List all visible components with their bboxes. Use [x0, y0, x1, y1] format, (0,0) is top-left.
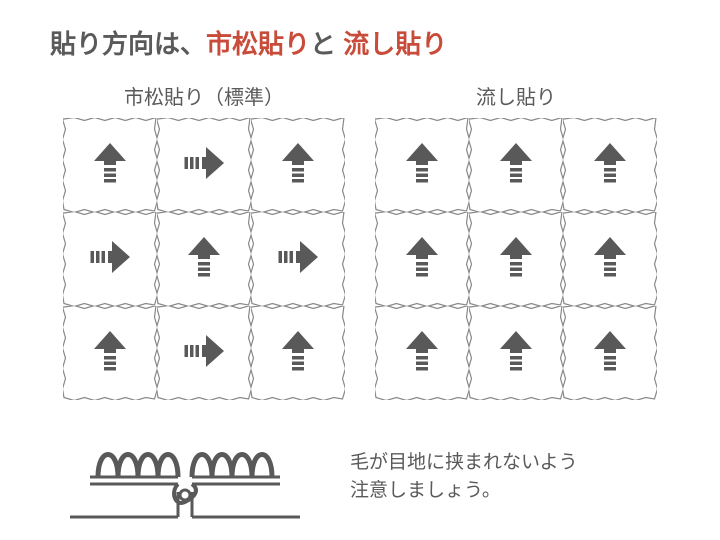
tile: [375, 306, 469, 400]
bottom-row: 毛が目地に挟まれないよう 注意しましょう。: [40, 422, 680, 532]
tile: [251, 212, 345, 306]
arrow-up-icon: [494, 235, 538, 284]
tile: [251, 118, 345, 212]
tile: [251, 306, 345, 400]
arrow-up-icon: [276, 329, 320, 378]
arrow-up-icon: [588, 141, 632, 190]
tile: [375, 212, 469, 306]
arrow-right-icon: [182, 329, 226, 378]
tile: [563, 306, 657, 400]
tile: [157, 306, 251, 400]
arrow-up-icon: [494, 329, 538, 378]
arrow-up-icon: [400, 141, 444, 190]
title-pattern1: 市松貼り: [206, 29, 310, 59]
title-pattern2: 流し貼り: [343, 29, 447, 59]
tile: [157, 118, 251, 212]
grid-left: [63, 118, 345, 400]
tile: [563, 118, 657, 212]
arrow-up-icon: [588, 235, 632, 284]
arrow-up-icon: [88, 329, 132, 378]
tile: [63, 306, 157, 400]
arrow-right-icon: [276, 235, 320, 284]
tile: [469, 212, 563, 306]
arrow-up-icon: [588, 329, 632, 378]
arrow-right-icon: [88, 235, 132, 284]
arrow-up-icon: [88, 141, 132, 190]
caution-line2: 注意しましょう。: [350, 480, 501, 501]
arrow-right-icon: [182, 141, 226, 190]
title-prefix: 貼り方向は、: [50, 29, 206, 59]
tile: [63, 212, 157, 306]
arrow-up-icon: [182, 235, 226, 284]
grid-right: [375, 118, 657, 400]
caution-line1: 毛が目地に挟まれないよう: [350, 452, 578, 473]
arrow-up-icon: [400, 329, 444, 378]
main-title: 貼り方向は、市松貼りと 流し貼り: [50, 24, 680, 61]
title-connector: と: [310, 29, 336, 59]
tile: [563, 212, 657, 306]
grid-block-left: 市松貼り（標準）: [63, 81, 345, 400]
grid-block-right: 流し貼り: [375, 81, 657, 400]
grid-left-label: 市松貼り（標準）: [63, 81, 345, 110]
caution-text: 毛が目地に挟まれないよう 注意しましょう。: [350, 449, 578, 506]
pile-diagram: [60, 422, 310, 532]
tile: [469, 306, 563, 400]
tile: [469, 118, 563, 212]
arrow-up-icon: [276, 141, 320, 190]
tile: [375, 118, 469, 212]
tile: [63, 118, 157, 212]
arrow-up-icon: [400, 235, 444, 284]
tile: [157, 212, 251, 306]
arrow-up-icon: [494, 141, 538, 190]
grids-container: 市松貼り（標準）: [40, 81, 680, 400]
grid-right-label: 流し貼り: [375, 81, 657, 110]
